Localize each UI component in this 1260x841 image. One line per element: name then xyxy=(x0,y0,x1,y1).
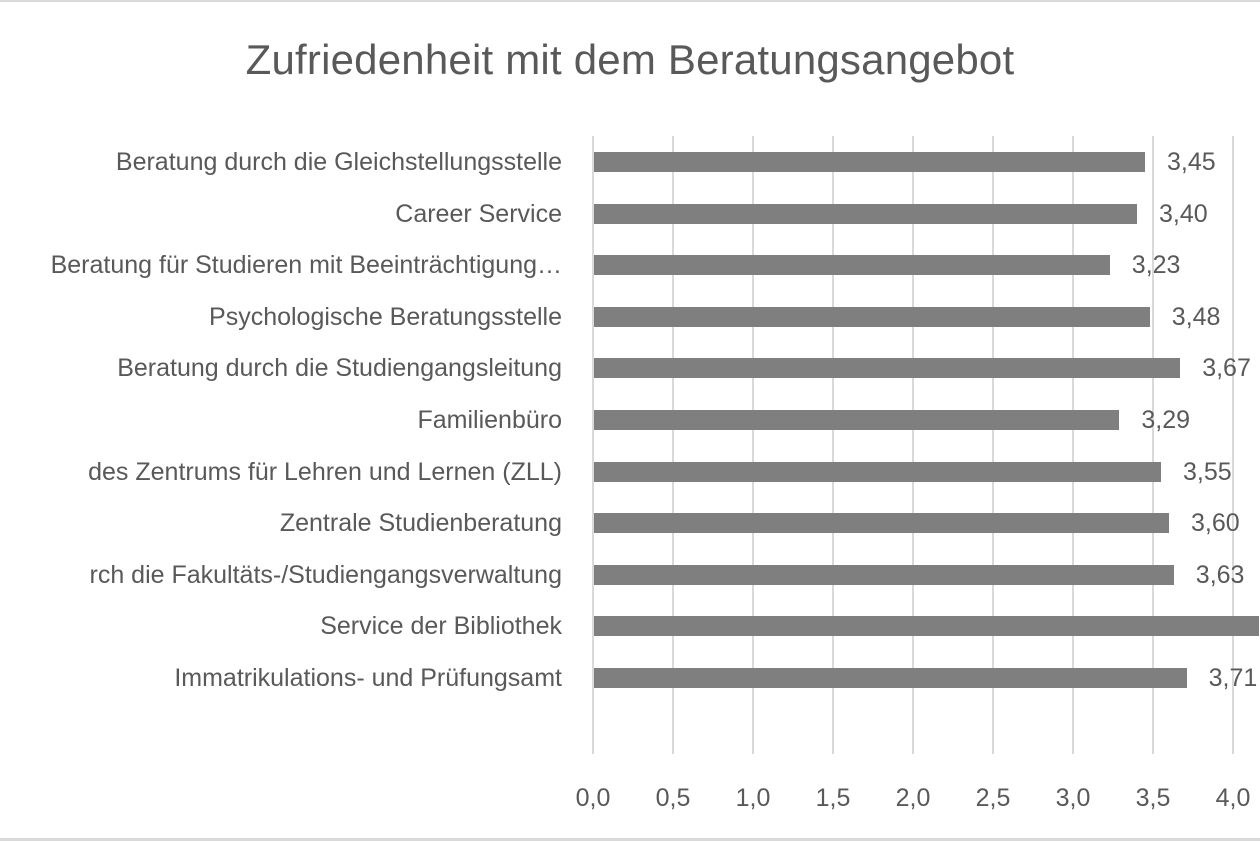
gridline xyxy=(992,136,994,754)
bar[interactable] xyxy=(594,410,1120,430)
x-tick-label: 4,0 xyxy=(1215,784,1251,812)
category-label: Psychologische Beratungsstelle xyxy=(209,302,562,331)
category-label: rch die Fakultäts-/Studiengangsverwaltun… xyxy=(89,560,563,589)
x-tick-label: 0,5 xyxy=(655,784,691,812)
category-label: des Zentrums für Lehren und Lernen (ZLL) xyxy=(88,457,562,486)
data-value-label: 3,67 xyxy=(1202,354,1251,383)
x-tick-label: 2,5 xyxy=(975,784,1011,812)
bar[interactable] xyxy=(594,668,1187,688)
bar[interactable] xyxy=(594,358,1181,379)
x-tick-label: 1,5 xyxy=(815,784,851,812)
gridline xyxy=(912,136,914,754)
data-value-label: 3,48 xyxy=(1171,302,1221,331)
category-label: Beratung für Studieren mit Beeinträchtig… xyxy=(50,251,562,280)
data-value-label: 3,40 xyxy=(1159,199,1208,228)
gridline xyxy=(1152,136,1154,754)
category-label: Career Service xyxy=(395,199,562,228)
bar[interactable] xyxy=(594,306,1150,327)
gridline xyxy=(752,136,754,754)
gridline xyxy=(1232,136,1234,754)
data-value-label: 3,60 xyxy=(1191,509,1240,538)
bar[interactable] xyxy=(594,255,1110,276)
category-label: Immatrikulations- und Prüfungsamt xyxy=(174,664,562,692)
gridline xyxy=(672,136,674,754)
category-label: Beratung durch die Gleichstellungsstelle xyxy=(115,148,562,176)
category-label: Beratung durch die Studiengangsleitung xyxy=(117,354,562,383)
category-axis-line xyxy=(592,136,594,754)
gridline xyxy=(1072,136,1074,754)
data-value-label: 3,63 xyxy=(1195,560,1245,589)
data-value-label: 3,45 xyxy=(1167,148,1216,176)
bar[interactable] xyxy=(594,203,1137,224)
x-tick-label: 3,5 xyxy=(1135,784,1171,812)
x-tick-label: 1,0 xyxy=(735,784,771,812)
bar[interactable] xyxy=(594,616,1259,637)
chart-frame-top-border xyxy=(0,0,1260,2)
data-value-label: 3,23 xyxy=(1131,251,1181,280)
data-value-label: 3,29 xyxy=(1141,406,1191,434)
data-value-label: 3,55 xyxy=(1183,457,1232,486)
x-tick-label: 0,0 xyxy=(575,784,611,812)
category-label: Service der Bibliothek xyxy=(320,612,562,641)
category-label: Familienbüro xyxy=(417,406,562,434)
bar[interactable] xyxy=(594,461,1161,482)
x-tick-label: 2,0 xyxy=(895,784,931,812)
x-tick-label: 3,0 xyxy=(1055,784,1091,812)
bar[interactable] xyxy=(594,513,1169,534)
chart-title: Zufriedenheit mit dem Beratungsangebot xyxy=(245,36,1015,83)
data-value-label: 3,71 xyxy=(1208,664,1258,692)
bar[interactable] xyxy=(594,564,1174,585)
bar[interactable] xyxy=(594,152,1145,172)
chart-frame-bottom-border xyxy=(0,838,1260,841)
category-label: Zentrale Studienberatung xyxy=(279,509,562,538)
gridline xyxy=(832,136,834,754)
